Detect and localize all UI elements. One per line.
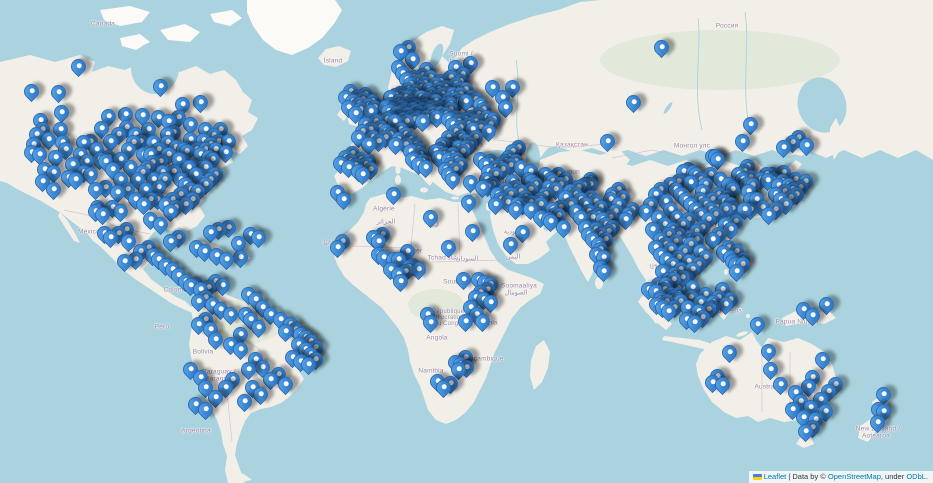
landmass-sardinia [395,175,401,185]
landmass-madagascar [530,340,550,390]
gulf-of-bothnia [430,43,444,67]
river-siberia-2 [744,11,749,121]
river-volga [515,59,521,146]
landmass-java [662,336,712,350]
hudson-bay [131,42,179,94]
border-sudan [431,259,501,263]
attribution-period: . [925,472,928,481]
lake-baikal [663,102,673,114]
border-us-mexico [63,209,151,235]
landmass-iceland [318,46,351,67]
landmass-arctic-island-3 [210,10,242,26]
forest-siberia [600,30,840,90]
landmass-greenland [247,0,342,55]
sea-of-okhotsk [797,77,847,133]
landmass-sakhalin [830,118,842,160]
landmass-arctic-island-2 [160,24,200,42]
river-siberia-1 [696,17,703,131]
landmass-palawan [724,269,728,275]
landmass-molucca-1 [738,308,742,312]
ukraine-flag-icon [752,474,762,480]
landmass-corsica [395,166,401,174]
osm-link[interactable]: OpenStreetMap [827,472,881,481]
landmass-tierra-del-fuego [230,472,252,482]
landmass-baja-california [58,212,80,243]
landmass-molucca-2 [746,314,750,318]
landmass-timor [736,331,748,337]
border-libya-egypt [457,203,461,257]
leaflet-link[interactable]: Leaflet [763,472,787,481]
landmass-sicily [420,187,428,193]
attribution-bar: Leaflet | Data by © OpenStreetMap, under… [748,471,933,483]
attribution-under: , under [880,472,907,481]
forest-congo [408,289,464,321]
attribution-data-by: Data by © [792,472,828,481]
attribution-separator: | [786,472,793,481]
landmass-crete [451,196,459,200]
landmass-kamchatka [866,40,890,100]
odbl-link[interactable]: ODbL [906,472,926,481]
landmass-arctic-island-1 [100,6,150,26]
